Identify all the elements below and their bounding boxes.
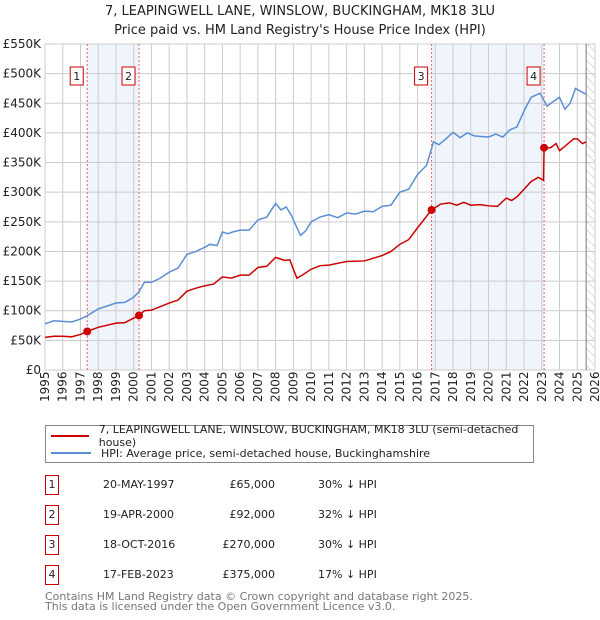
y-tick-label: £150K bbox=[3, 274, 43, 288]
x-tick-label: 1997 bbox=[73, 371, 87, 402]
chart-title: 7, LEAPINGWELL LANE, WINSLOW, BUCKINGHAM… bbox=[104, 4, 496, 19]
sale-date: 17-FEB-2023 bbox=[103, 568, 174, 581]
chart-subtitle: Price paid vs. HM Land Registry's House … bbox=[114, 23, 486, 38]
x-tick-label: 2005 bbox=[215, 371, 229, 402]
y-tick-label: £0 bbox=[26, 363, 41, 377]
hpi-diff: 32% ↓ HPI bbox=[318, 508, 377, 521]
footer-copyright: Contains HM Land Registry data © Crown c… bbox=[45, 590, 473, 603]
shaded-period bbox=[87, 44, 140, 370]
x-tick-label: 2015 bbox=[393, 371, 407, 402]
table-row: 3 18-OCT-2016 £270,000 30% ↓ HPI bbox=[45, 535, 445, 555]
y-tick-label: £450K bbox=[3, 96, 43, 110]
price-chart: 1995 1996 1997 1998 1999 2000 2001 2002 2003 2004… bbox=[3, 37, 600, 402]
sale-price: £92,000 bbox=[229, 508, 276, 521]
y-tick-label: £250K bbox=[3, 215, 43, 229]
x-tick-label: 2014 bbox=[375, 371, 389, 402]
y-tick-label: £50K bbox=[10, 333, 42, 347]
x-tick-label: 2001 bbox=[144, 371, 158, 402]
hpi-diff: 30% ↓ HPI bbox=[318, 478, 377, 491]
legend-swatch-red bbox=[51, 435, 89, 437]
x-tick-label: 2012 bbox=[340, 371, 354, 402]
x-tick-label: 2002 bbox=[162, 371, 176, 402]
x-tick-label: 2025 bbox=[570, 371, 584, 402]
y-tick-label: £100K bbox=[3, 304, 43, 318]
sale-date: 18-OCT-2016 bbox=[103, 538, 176, 551]
x-tick-label: 2011 bbox=[322, 371, 336, 402]
shaded-period bbox=[431, 44, 545, 370]
sale-date: 20-MAY-1997 bbox=[103, 478, 175, 491]
sale-label: 2 bbox=[125, 70, 132, 83]
sale-price: £375,000 bbox=[222, 568, 276, 581]
legend: 7, LEAPINGWELL LANE, WINSLOW, BUCKINGHAM… bbox=[45, 423, 534, 463]
series-line bbox=[44, 87, 587, 325]
sale-label-box bbox=[121, 66, 136, 86]
x-tick-label: 2003 bbox=[180, 371, 194, 402]
legend-item-property: 7, LEAPINGWELL LANE, WINSLOW, BUCKINGHAM… bbox=[46, 423, 533, 449]
table-row: 4 17-FEB-2023 £375,000 17% ↓ HPI bbox=[45, 565, 445, 585]
sale-label-box bbox=[414, 66, 429, 86]
x-tick-label: 2021 bbox=[499, 371, 513, 402]
x-tick-label: 1998 bbox=[91, 371, 105, 402]
sale-marker: 3 bbox=[45, 535, 59, 555]
x-tick-label: 2009 bbox=[286, 371, 300, 402]
x-tick-label: 2004 bbox=[198, 371, 212, 402]
x-tick-label: 2006 bbox=[233, 371, 247, 402]
x-tick-label: 2024 bbox=[553, 371, 567, 402]
x-tick-label: 1996 bbox=[56, 371, 70, 402]
hpi-diff: 30% ↓ HPI bbox=[318, 538, 377, 551]
sale-point bbox=[427, 205, 436, 214]
x-tick-label: 1995 bbox=[38, 371, 52, 402]
x-tick-label: 2020 bbox=[482, 371, 496, 402]
legend-label: HPI: Average price, semi-detached house,… bbox=[101, 446, 431, 460]
y-tick-label: £500K bbox=[3, 67, 43, 81]
footer-licence: This data is licensed under the Open Gov… bbox=[45, 600, 396, 613]
x-tick-label: 2013 bbox=[357, 371, 371, 402]
x-tick-label: 2018 bbox=[446, 371, 460, 402]
x-tick-label: 1999 bbox=[109, 371, 123, 402]
sale-point bbox=[83, 327, 92, 336]
y-tick-label: £550K bbox=[3, 37, 43, 51]
x-tick-label: 2016 bbox=[411, 371, 425, 402]
sale-price: £270,000 bbox=[222, 538, 276, 551]
x-tick-label: 2019 bbox=[464, 371, 478, 402]
sale-label-box bbox=[69, 66, 84, 86]
hpi-diff: 17% ↓ HPI bbox=[318, 568, 377, 581]
legend-label: 7, LEAPINGWELL LANE, WINSLOW, BUCKINGHAM… bbox=[98, 423, 519, 449]
legend-item-hpi: HPI: Average price, semi-detached house,… bbox=[46, 445, 430, 461]
table-row: 1 20-MAY-1997 £65,000 30% ↓ HPI bbox=[45, 475, 445, 495]
sale-marker: 4 bbox=[45, 565, 59, 585]
x-tick-label: 2007 bbox=[251, 371, 265, 402]
x-tick-label: 2026 bbox=[588, 371, 600, 402]
x-tick-label: 2008 bbox=[269, 371, 283, 402]
sale-label: 3 bbox=[418, 70, 425, 83]
sale-label: 1 bbox=[73, 70, 80, 83]
y-tick-label: £350K bbox=[3, 156, 43, 170]
x-tick-label: 2023 bbox=[535, 371, 549, 402]
legend-swatch-blue bbox=[51, 452, 91, 454]
sale-marker: 2 bbox=[45, 505, 59, 525]
x-tick-label: 2022 bbox=[517, 371, 531, 402]
x-tick-label: 2000 bbox=[127, 371, 141, 402]
forecast-hatch bbox=[586, 44, 595, 370]
y-tick-label: £300K bbox=[3, 185, 43, 199]
sale-marker: 1 bbox=[45, 475, 59, 495]
series-line bbox=[44, 138, 587, 339]
sale-point bbox=[540, 143, 549, 152]
sale-point bbox=[135, 311, 144, 320]
sale-label-box bbox=[526, 66, 541, 86]
table-row: 2 19-APR-2000 £92,000 32% ↓ HPI bbox=[45, 505, 445, 525]
sale-price: £65,000 bbox=[229, 478, 276, 491]
sale-label: 4 bbox=[530, 70, 537, 83]
y-tick-label: £200K bbox=[3, 244, 43, 258]
sale-date: 19-APR-2000 bbox=[103, 508, 175, 521]
y-tick-label: £400K bbox=[3, 126, 43, 140]
x-tick-label: 2010 bbox=[304, 371, 318, 402]
x-tick-label: 2017 bbox=[428, 371, 442, 402]
